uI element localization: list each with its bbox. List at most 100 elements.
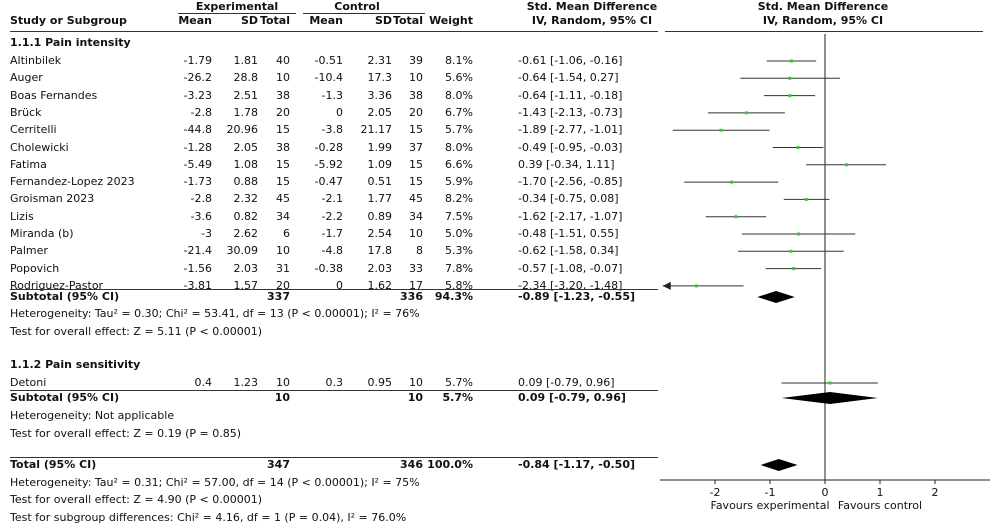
experimental-header: Experimental <box>195 0 279 13</box>
smd-method-header: IV, Random, 95% CI <box>531 14 653 27</box>
subtotal-ctrl-total: 10 <box>407 391 423 404</box>
subtotal-ci: 0.09 [-0.79, 0.96] <box>518 391 626 404</box>
ctrl-total-value: 15 <box>409 123 423 137</box>
effect-point <box>744 111 748 115</box>
exp-mean-value: 0.4 <box>194 376 213 389</box>
effect-point <box>828 381 832 385</box>
total-exp-total: 347 <box>267 458 290 471</box>
weight-value: 8.0% <box>445 140 473 154</box>
ctrl-mean-value: -1.3 <box>321 88 343 102</box>
smd-ci-value: 0.09 [-0.79, 0.96] <box>518 376 615 389</box>
favours-experimental-label: Favours experimental <box>711 499 830 512</box>
exp-mean-value: -21.4 <box>183 244 212 258</box>
x-tick-label: -1 <box>765 486 776 499</box>
exp-total-value: 6 <box>283 227 290 240</box>
ctrl-total-value: 10 <box>409 376 423 389</box>
total-label: Total (95% CI) <box>10 458 97 471</box>
exp-mean-value: -2.8 <box>190 192 212 206</box>
exp-mean-value: -1.56 <box>183 261 212 275</box>
ctrl-sd-value: 3.36 <box>367 88 393 102</box>
exp-total-value: 15 <box>276 175 290 189</box>
effect-point <box>844 163 848 167</box>
ctrl-mean-value: -2.1 <box>321 192 343 206</box>
effect-point <box>788 76 792 80</box>
study-name: Boas Fernandes <box>10 88 98 102</box>
exp-total-value: 15 <box>276 157 290 171</box>
smd-ci-value: -1.70 [-2.56, -0.85] <box>518 175 623 189</box>
study-name: Miranda (b) <box>10 227 74 240</box>
exp-sd-value: 2.32 <box>233 192 259 206</box>
effect-point <box>804 197 808 201</box>
weight-value: 5.8% <box>445 278 473 292</box>
effect-point <box>789 249 793 253</box>
exp-mean-value: -26.2 <box>183 71 212 85</box>
effect-point <box>796 146 800 149</box>
effect-point <box>788 94 792 98</box>
overall-effect-text: Test for overall effect: Z = 0.19 (P = 0… <box>10 427 241 440</box>
exp-mean-value: -1.28 <box>183 140 212 154</box>
exp-total-value: 10 <box>276 71 290 85</box>
smd-ci-value: -0.62 [-1.58, 0.34] <box>518 244 619 258</box>
ctrl-mean-value: -10.4 <box>314 71 343 85</box>
x-tick-label: -2 <box>710 486 721 499</box>
total-heterogeneity-text: Heterogeneity: Tau² = 0.31; Chi² = 57.00… <box>10 476 420 489</box>
smd-title-header: Std. Mean Difference <box>526 0 658 13</box>
subtotal-weight: 94.3% <box>434 290 473 303</box>
exp-sd-value: 20.96 <box>226 123 259 137</box>
ctrl-mean-value: 0.3 <box>325 376 344 389</box>
weight-value: 8.1% <box>445 54 473 67</box>
weight-header: Weight <box>429 14 473 27</box>
exp-sd-value: 0.88 <box>233 175 259 189</box>
study-name: Lizis <box>10 209 34 223</box>
experimental-underline <box>178 13 296 14</box>
study-name: Popovich <box>10 261 60 275</box>
study-column-header: Study or Subgroup <box>10 14 127 27</box>
ctrl-total-value: 33 <box>409 261 423 275</box>
ctrl-mean-value: -0.38 <box>314 261 343 275</box>
exp-total-value: 38 <box>276 88 290 102</box>
smd-ci-value: -0.57 [-1.08, -0.07] <box>518 261 623 275</box>
exp-sd-value: 1.23 <box>233 376 259 389</box>
ctrl-total-value: 20 <box>409 105 423 119</box>
ctrl-total-value: 45 <box>409 192 423 206</box>
weight-value: 5.6% <box>445 71 473 85</box>
ctrl-sd-value: 1.62 <box>367 278 393 292</box>
ctrl-sd-value: 0.51 <box>367 175 393 189</box>
subtotal-label: Subtotal (95% CI) <box>10 290 120 303</box>
ctrl-mean-value: -0.28 <box>314 140 343 154</box>
weight-value: 5.7% <box>445 376 473 389</box>
ctrl-total-value: 34 <box>409 209 423 223</box>
exp-mean-value: -1.73 <box>183 175 212 189</box>
ctrl-sd-value: 2.31 <box>367 54 393 67</box>
total-ctrl-total: 346 <box>400 458 423 471</box>
ctrl-sd-value: 2.05 <box>367 105 393 119</box>
exp-total-value: 31 <box>276 261 290 275</box>
subtotal-rule <box>10 390 658 391</box>
ctrl-sd-value: 2.03 <box>367 261 393 275</box>
smd-ci-value: -1.43 [-2.13, -0.73] <box>518 105 623 119</box>
exp-sd-value: 30.09 <box>226 244 259 258</box>
pooled-diamond <box>781 392 878 404</box>
exp-total-value: 15 <box>276 123 290 137</box>
exp-total-header: Total <box>259 14 290 27</box>
smd-ci-value: 0.39 [-0.34, 1.11] <box>518 157 615 171</box>
smd-ci-value: -1.62 [-2.17, -1.07] <box>518 209 623 223</box>
exp-mean-value: -3.81 <box>183 278 212 292</box>
exp-total-value: 45 <box>276 192 290 206</box>
study-name: Palmer <box>10 244 48 258</box>
total-rule <box>10 457 658 458</box>
ctrl-total-value: 10 <box>409 71 423 85</box>
exp-total-value: 10 <box>276 244 290 258</box>
ctrl-mean-value: -4.8 <box>321 244 343 258</box>
subtotal-rule <box>10 289 658 290</box>
ctrl-mean-value: -5.92 <box>314 157 343 171</box>
exp-total-value: 10 <box>276 376 290 389</box>
plot-header-rule <box>665 31 983 32</box>
exp-sd-value: 28.8 <box>233 71 259 85</box>
study-name: Groisman 2023 <box>10 192 95 206</box>
ctrl-sd-value: 2.54 <box>367 227 393 240</box>
exp-mean-header: Mean <box>178 14 212 27</box>
smd-ci-value: -0.34 [-0.75, 0.08] <box>518 192 619 206</box>
ctrl-sd-value: 1.09 <box>367 157 393 171</box>
ctrl-total-value: 15 <box>409 175 423 189</box>
